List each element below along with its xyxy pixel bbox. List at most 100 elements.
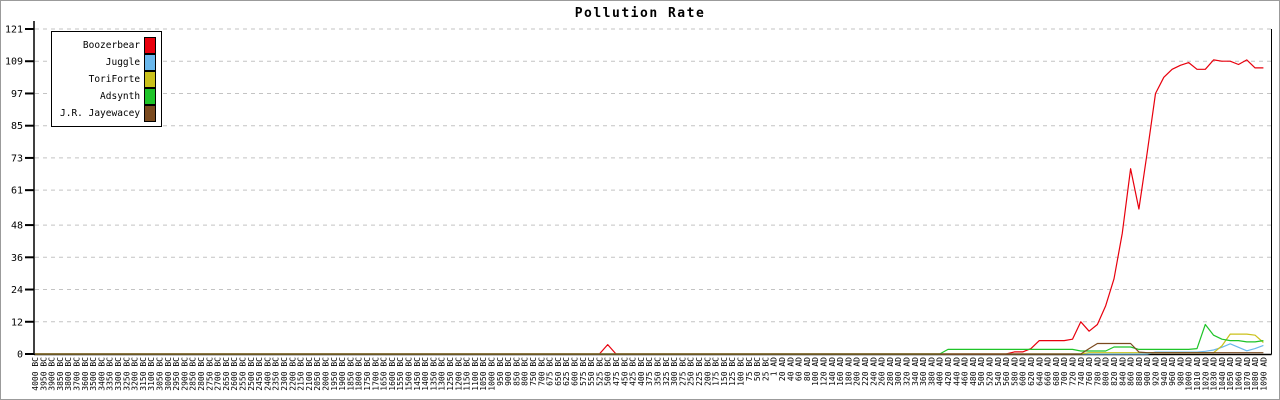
svg-text:1100 BC: 1100 BC [471,357,480,391]
svg-text:2950 BC: 2950 BC [172,357,181,391]
svg-text:275 BC: 275 BC [678,357,687,386]
svg-text:840 AD: 840 AD [1118,357,1127,386]
svg-text:1850 BC: 1850 BC [346,357,355,391]
svg-text:3050 BC: 3050 BC [156,357,165,391]
svg-text:675 BC: 675 BC [546,357,555,386]
svg-text:100 BC: 100 BC [737,357,746,386]
svg-text:260 AD: 260 AD [878,357,887,386]
svg-text:2850 BC: 2850 BC [189,357,198,391]
svg-text:880 AD: 880 AD [1135,357,1144,386]
svg-text:1070 AD: 1070 AD [1243,357,1252,391]
legend-label: Adsynth [100,90,141,102]
svg-text:525 BC: 525 BC [595,357,604,386]
svg-text:940 AD: 940 AD [1160,357,1169,386]
svg-text:3300 BC: 3300 BC [114,357,123,391]
svg-text:1 AD: 1 AD [770,357,779,376]
svg-text:1050 BC: 1050 BC [479,357,488,391]
svg-text:109: 109 [5,57,23,68]
svg-text:400 AD: 400 AD [936,357,945,386]
svg-text:700 AD: 700 AD [1060,357,1069,386]
svg-text:1000 AD: 1000 AD [1185,357,1194,391]
svg-text:3900 BC: 3900 BC [48,357,57,391]
svg-text:460 AD: 460 AD [961,357,970,386]
svg-text:97: 97 [11,89,23,100]
svg-text:560 AD: 560 AD [1002,357,1011,386]
svg-text:800 BC: 800 BC [521,357,530,386]
legend-label: Juggle [105,56,141,68]
svg-text:3200 BC: 3200 BC [131,357,140,391]
svg-text:1750 BC: 1750 BC [363,357,372,391]
svg-text:660 AD: 660 AD [1044,357,1053,386]
svg-text:36: 36 [11,253,23,264]
svg-text:20 AD: 20 AD [778,357,787,381]
svg-text:2650 BC: 2650 BC [222,357,231,391]
svg-text:75 BC: 75 BC [745,357,754,381]
svg-text:61: 61 [11,186,23,197]
svg-text:480 AD: 480 AD [969,357,978,386]
legend-color-swatch [144,87,157,105]
svg-text:2400 BC: 2400 BC [263,357,272,391]
y-axis: 0 12 24 36 48 61 73 85 97 109 121 [5,25,34,361]
svg-text:800 AD: 800 AD [1102,357,1111,386]
svg-text:450 BC: 450 BC [620,357,629,386]
svg-text:475 BC: 475 BC [612,357,621,386]
svg-text:2550 BC: 2550 BC [239,357,248,391]
svg-text:680 AD: 680 AD [1052,357,1061,386]
svg-text:48: 48 [11,221,23,232]
svg-text:1400 BC: 1400 BC [421,357,430,391]
svg-text:200 BC: 200 BC [703,357,712,386]
svg-text:350 BC: 350 BC [654,357,663,386]
svg-text:420 AD: 420 AD [944,357,953,386]
legend-label: ToriForte [88,73,141,85]
svg-text:500 AD: 500 AD [977,357,986,386]
svg-text:50 BC: 50 BC [753,357,762,381]
chart-title: Pollution Rate [574,6,706,21]
svg-text:2900 BC: 2900 BC [180,357,189,391]
svg-text:1200 BC: 1200 BC [454,357,463,391]
legend-color-swatch [144,70,157,88]
legend-item: Boozerbear [60,36,157,54]
legend-item: Adsynth [60,87,157,105]
svg-text:1000 BC: 1000 BC [488,357,497,391]
svg-text:2350 BC: 2350 BC [272,357,281,391]
legend-label: J.R. Jayewacey [60,107,141,119]
svg-text:1090 AD: 1090 AD [1259,357,1268,391]
svg-text:625 BC: 625 BC [562,357,571,386]
svg-text:240 AD: 240 AD [869,357,878,386]
svg-text:73: 73 [11,153,23,164]
svg-text:740 AD: 740 AD [1077,357,1086,386]
legend-color-swatch [144,104,157,122]
svg-text:1900 BC: 1900 BC [338,357,347,391]
svg-text:1350 BC: 1350 BC [429,357,438,391]
svg-text:1550 BC: 1550 BC [396,357,405,391]
x-axis: 4000 BC 3950 BC 3900 BC 3850 BC 3800 BC 3700 … [31,357,1268,391]
svg-text:500 BC: 500 BC [604,357,613,386]
svg-text:2200 BC: 2200 BC [288,357,297,391]
svg-text:950 BC: 950 BC [496,357,505,386]
svg-text:3350 BC: 3350 BC [106,357,115,391]
legend-label: Boozerbear [82,39,141,51]
svg-text:340 AD: 340 AD [911,357,920,386]
svg-text:3400 BC: 3400 BC [97,357,106,391]
legend-color-swatch [144,53,157,71]
svg-text:250 BC: 250 BC [687,357,696,386]
svg-text:550 BC: 550 BC [587,357,596,386]
legend: Boozerbear Juggle ToriForte Adsynth J.R. Jay… [51,31,163,127]
svg-text:300 BC: 300 BC [670,357,679,386]
svg-text:640 AD: 640 AD [1035,357,1044,386]
svg-text:1050 AD: 1050 AD [1226,357,1235,391]
svg-text:580 AD: 580 AD [1010,357,1019,386]
svg-text:3700 BC: 3700 BC [73,357,82,391]
svg-text:4000 BC: 4000 BC [31,357,40,391]
svg-text:575 BC: 575 BC [579,357,588,386]
svg-text:2050 BC: 2050 BC [313,357,322,391]
series-line-j-r-jayewacey [35,342,1264,355]
svg-text:3000 BC: 3000 BC [164,357,173,391]
svg-text:1040 AD: 1040 AD [1218,357,1227,391]
svg-text:125 BC: 125 BC [728,357,737,386]
svg-text:700 BC: 700 BC [537,357,546,386]
svg-text:3800 BC: 3800 BC [64,357,73,391]
svg-text:1500 BC: 1500 BC [405,357,414,391]
svg-text:225 BC: 225 BC [695,357,704,386]
